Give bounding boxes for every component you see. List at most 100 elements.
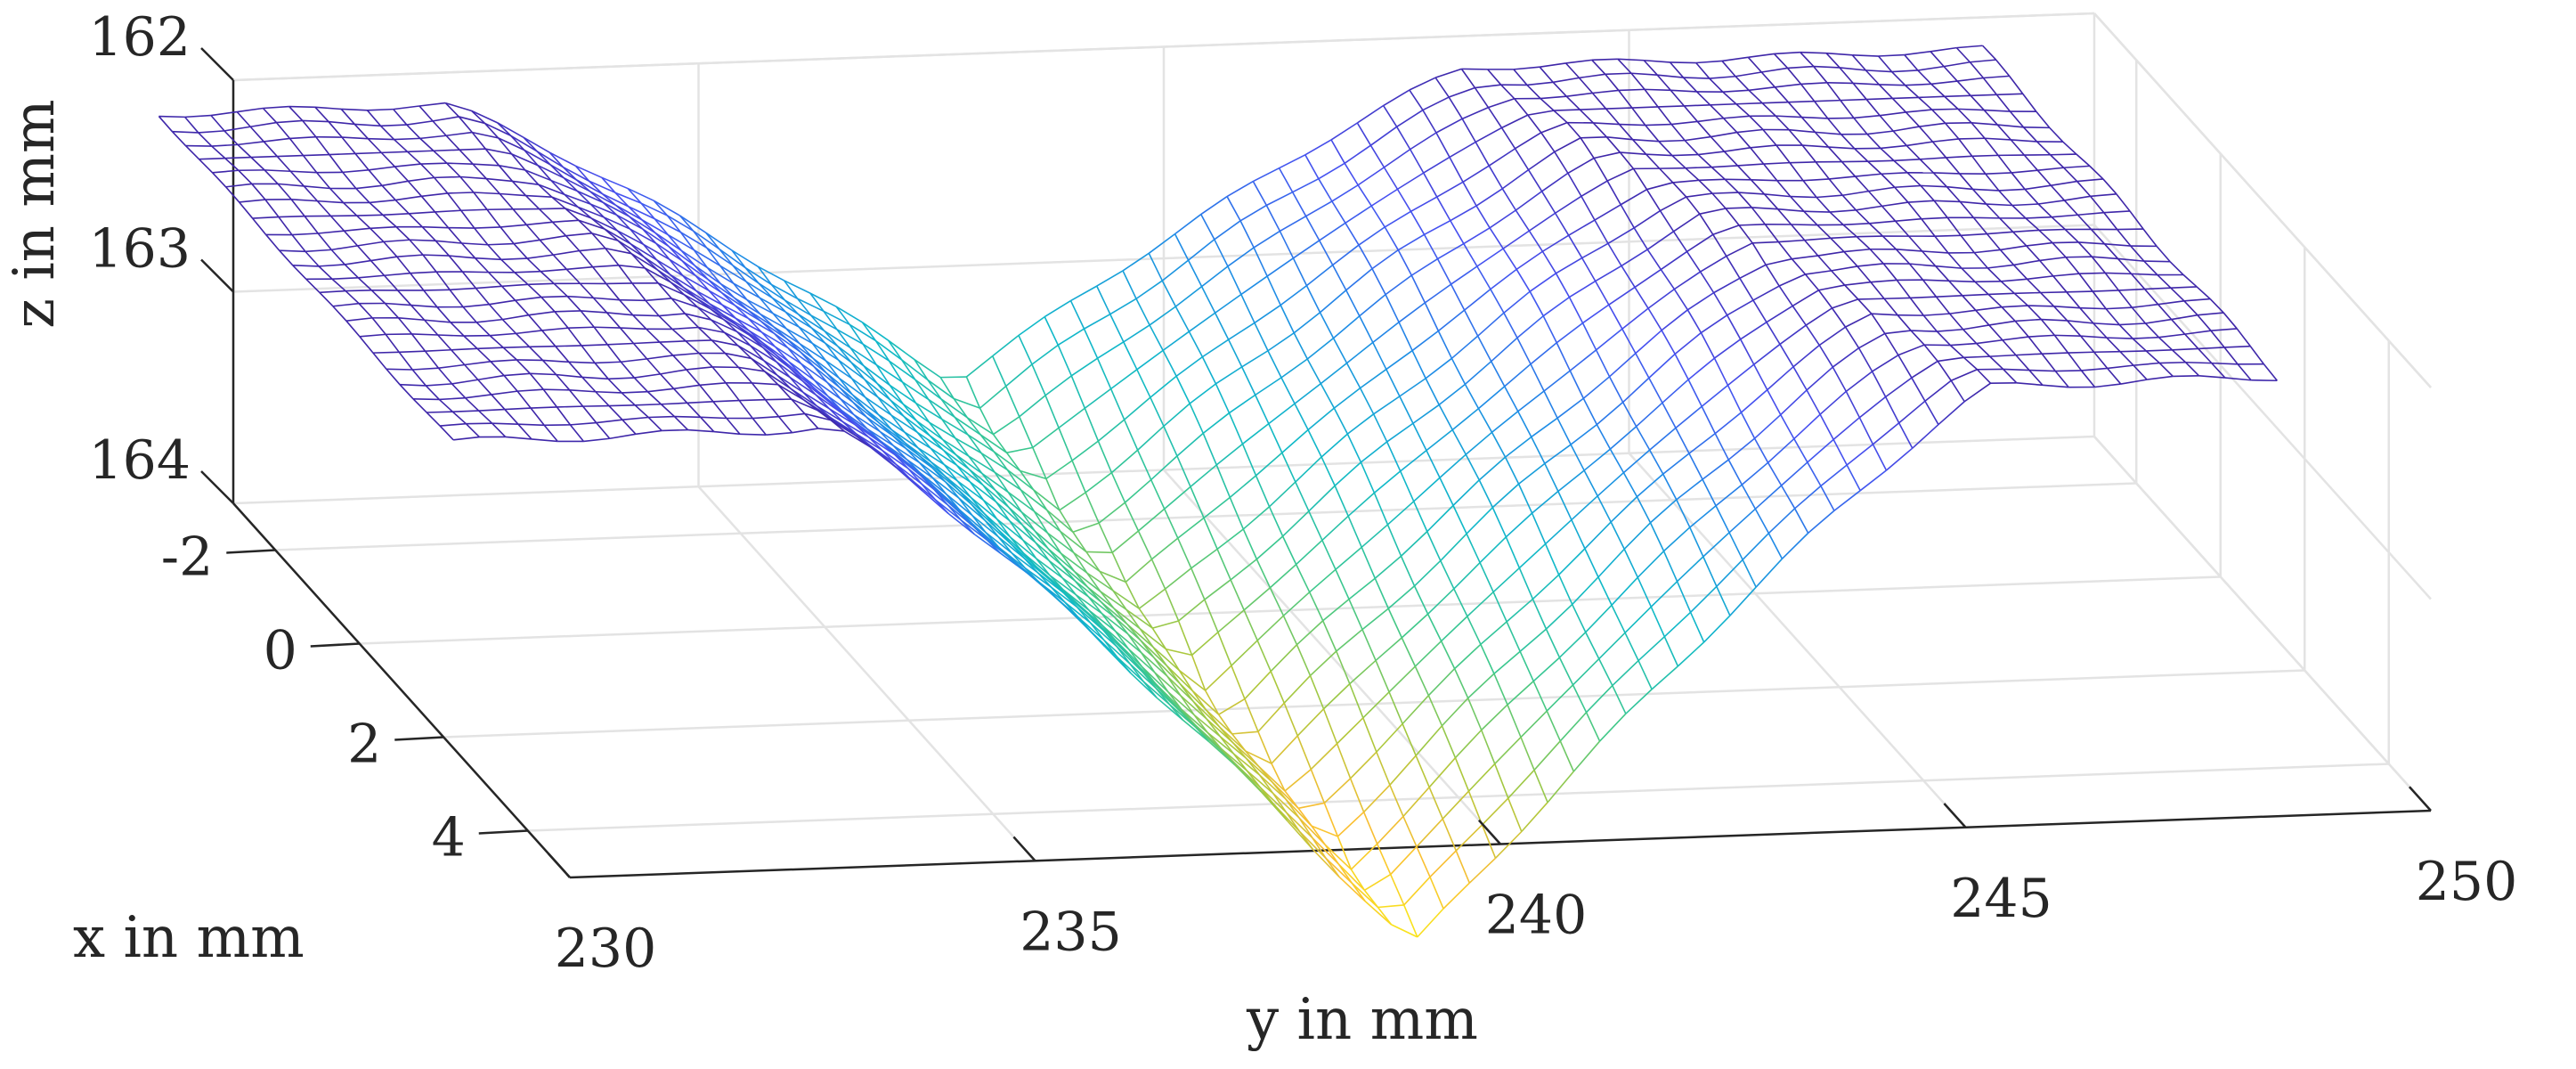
mesh-segment	[1164, 588, 1180, 622]
mesh-segment	[850, 378, 866, 398]
mesh-segment	[632, 314, 647, 330]
y-axis-title: y in mm	[1246, 987, 1478, 1053]
mesh-segment	[774, 332, 801, 353]
mesh-segment	[238, 201, 254, 219]
mesh-segment	[1962, 295, 1977, 311]
x-tick	[226, 549, 276, 554]
mesh-segment	[2092, 256, 2118, 260]
mesh-segment	[1971, 154, 1999, 158]
mesh-segment	[761, 331, 789, 349]
mesh-segment	[646, 328, 661, 343]
mesh-segment	[1308, 485, 1336, 512]
mesh-segment	[2104, 242, 2131, 247]
mesh-segment	[538, 208, 554, 223]
mesh-segment	[602, 193, 617, 207]
mesh-segment	[1006, 446, 1033, 453]
mesh-segment	[1045, 478, 1060, 511]
mesh-segment	[1597, 548, 1625, 578]
mesh-segment	[1409, 77, 1436, 91]
mesh-segment	[2132, 303, 2158, 309]
mesh-segment	[1151, 627, 1167, 650]
mesh-segment	[734, 297, 761, 315]
mesh-segment	[1950, 379, 1965, 403]
mesh-segment	[423, 290, 438, 308]
mesh-segment	[1789, 162, 1804, 182]
mesh-segment	[343, 230, 359, 247]
mesh-segment	[1841, 161, 1857, 177]
mesh-segment	[445, 102, 472, 112]
mesh-segment	[1793, 438, 1808, 463]
mesh-segment	[958, 497, 986, 521]
mesh-segment	[1410, 196, 1438, 213]
mesh-segment	[517, 388, 544, 392]
mesh-segment	[1609, 352, 1637, 378]
mesh-segment	[1162, 330, 1190, 352]
mesh-segment	[667, 234, 682, 251]
mesh-segment	[1581, 322, 1597, 351]
mesh-segment	[1712, 233, 1727, 257]
mesh-segment	[2080, 335, 2108, 339]
mesh-segment	[1697, 117, 1724, 123]
mesh-segment	[563, 177, 578, 192]
mesh-segment	[604, 228, 619, 241]
mesh-segment	[748, 330, 763, 344]
mesh-segment	[1168, 704, 1184, 721]
mesh-segment	[991, 355, 1007, 387]
mesh-segment	[1647, 307, 1662, 331]
mesh-segment	[1701, 384, 1728, 407]
mesh-segment	[1239, 220, 1255, 249]
mesh-segment	[210, 115, 225, 132]
mesh-segment	[1753, 413, 1782, 439]
mesh-segment	[2117, 257, 2133, 274]
mesh-segment	[1556, 397, 1584, 419]
mesh-segment	[354, 123, 381, 127]
mesh-segment	[986, 536, 1001, 550]
mesh-segment	[1150, 455, 1178, 481]
mesh-segment	[932, 477, 960, 499]
mesh-segment	[905, 447, 921, 463]
mesh-segment	[953, 398, 968, 419]
mesh-segment	[1048, 559, 1063, 579]
mesh-segment	[589, 191, 604, 203]
mesh-segment	[437, 334, 452, 351]
mesh-segment	[618, 265, 646, 269]
mesh-segment	[2172, 347, 2198, 351]
mesh-segment	[1272, 792, 1288, 813]
mesh-segment	[1723, 115, 1750, 119]
mesh-segment	[576, 190, 604, 204]
mesh-segment	[502, 347, 517, 361]
mesh-segment	[315, 136, 330, 156]
mesh-segment	[1386, 524, 1402, 557]
mesh-segment	[1386, 441, 1402, 472]
mesh-segment	[670, 298, 686, 314]
mesh-segment	[1820, 464, 1848, 487]
mesh-segment	[851, 378, 879, 398]
mesh-segment	[2156, 245, 2171, 263]
mesh-segment	[1258, 765, 1273, 783]
mesh-segment	[478, 408, 505, 412]
mesh-segment	[1150, 396, 1165, 427]
mesh-segment	[1930, 80, 1958, 86]
mesh-segment	[646, 391, 662, 405]
mesh-segment	[1591, 59, 1606, 75]
mesh-segment	[901, 359, 916, 380]
mesh-segment	[853, 414, 868, 430]
mesh-segment	[1191, 690, 1220, 715]
mesh-segment	[383, 274, 399, 291]
mesh-segment	[1919, 159, 1934, 174]
mesh-segment	[2015, 353, 2043, 356]
mesh-segment	[505, 436, 532, 440]
mesh-segment	[760, 331, 776, 347]
mesh-segment	[1800, 82, 1827, 86]
mesh-segment	[554, 311, 569, 329]
mesh-segment	[1612, 685, 1627, 714]
mesh-segment	[617, 240, 632, 255]
mesh-segment	[1646, 182, 1673, 191]
mesh-segment	[1528, 212, 1556, 232]
mesh-segment	[708, 290, 735, 306]
mesh-segment	[566, 265, 593, 271]
mesh-segment	[1532, 599, 1548, 630]
mesh-segment	[393, 109, 408, 126]
mesh-segment	[502, 314, 529, 321]
mesh-segment	[484, 122, 512, 137]
